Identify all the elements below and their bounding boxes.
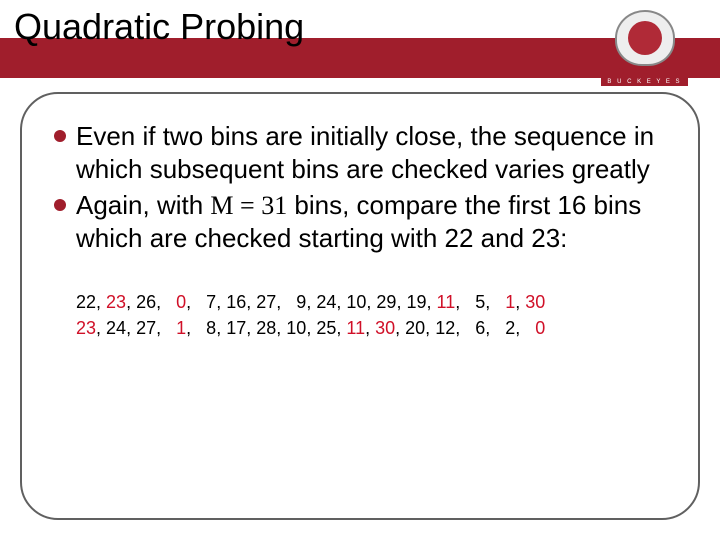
sequence-separator: , [365,318,375,338]
sequence-row: 23, 24, 27, 1, 8, 17, 28, 10, 25, 11, 30… [76,315,666,341]
sequence-value: 1 [495,292,515,312]
sequence-separator: , [515,292,525,312]
bullet-dot-icon [54,130,66,142]
sequence-value: 30 [525,292,545,312]
sequence-value: 24 [316,292,336,312]
sequence-value: 22 [76,292,96,312]
sequence-value: 12 [435,318,455,338]
sequence-separator: , [455,318,465,338]
sequence-row: 22, 23, 26, 0, 7, 16, 27, 9, 24, 10, 29,… [76,289,666,315]
sequence-separator: , [96,292,106,312]
sequence-value: 16 [226,292,246,312]
sequence-separator: , [336,292,346,312]
sequence-separator: , [246,292,256,312]
sequence-value: 27 [256,292,276,312]
sequence-separator: , [276,318,286,338]
bullet-item: Again, with M = 31 bins, compare the fir… [54,189,666,256]
sequence-value: 9 [286,292,306,312]
sequence-value: 1 [166,318,186,338]
sequence-value: 10 [286,318,306,338]
sequence-separator: , [306,318,316,338]
sequence-separator: , [96,318,106,338]
sequence-value: 6 [465,318,485,338]
logo-text: OHIO STATE B U C K E Y E S [601,68,687,86]
sequence-separator: , [186,318,196,338]
sequence-value: 19 [406,292,426,312]
sequence-value: 0 [525,318,545,338]
sequence-separator: , [515,318,525,338]
bullet-item: Even if two bins are initially close, th… [54,120,666,187]
sequence-separator: , [427,292,437,312]
sequence-separator: , [216,292,226,312]
sequence-value: 11 [346,318,365,338]
sequence-separator: , [186,292,196,312]
sequence-separator: , [156,292,166,312]
sequence-separator: , [306,292,316,312]
sequence-block: 22, 23, 26, 0, 7, 16, 27, 9, 24, 10, 29,… [76,289,666,341]
sequence-value: 29 [376,292,396,312]
sequence-value: 5 [465,292,485,312]
sequence-value: 20 [405,318,425,338]
sequence-value: 27 [136,318,156,338]
sequence-value: 23 [76,318,96,338]
logo-line1: OHIO STATE [601,68,687,76]
bullet-text: Even if two bins are initially close, th… [76,121,654,184]
slide-title: Quadratic Probing [14,6,304,48]
sequence-value: 23 [106,292,126,312]
sequence-separator: , [336,318,346,338]
sequence-value: 30 [375,318,395,338]
bullet-text: M = 31 [210,191,287,220]
sequence-separator: , [126,318,136,338]
sequence-separator: , [395,318,405,338]
sequence-value: 11 [437,292,456,312]
sequence-separator: , [126,292,136,312]
bullet-text: Again, with [76,190,210,220]
sequence-value: 0 [166,292,186,312]
sequence-value: 24 [106,318,126,338]
sequence-separator: , [425,318,435,338]
content-box: Even if two bins are initially close, th… [20,92,700,520]
sequence-value: 2 [495,318,515,338]
sequence-separator: , [396,292,406,312]
sequence-separator: , [276,292,286,312]
sequence-separator: , [156,318,166,338]
sequence-separator: , [485,318,495,338]
sequence-value: 8 [196,318,216,338]
ohio-state-logo: OHIO STATE B U C K E Y E S [587,10,702,88]
sequence-separator: , [366,292,376,312]
sequence-separator: , [216,318,226,338]
bullet-dot-icon [54,199,66,211]
sequence-value: 10 [346,292,366,312]
logo-badge-icon [615,10,675,66]
sequence-value: 25 [316,318,336,338]
sequence-separator: , [455,292,465,312]
sequence-separator: , [485,292,495,312]
sequence-value: 17 [226,318,246,338]
logo-line2: B U C K E Y E S [601,78,687,86]
sequence-separator: , [246,318,256,338]
sequence-value: 28 [256,318,276,338]
bullet-list: Even if two bins are initially close, th… [54,120,666,255]
sequence-value: 7 [196,292,216,312]
sequence-value: 26 [136,292,156,312]
